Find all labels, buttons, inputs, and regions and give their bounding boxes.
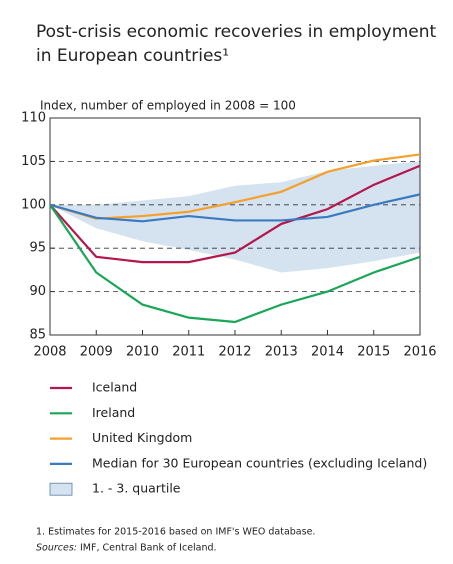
x-tick-label: 2016 [403, 345, 436, 360]
legend-label: Ireland [92, 405, 135, 420]
y-tick-label: 105 [21, 154, 46, 169]
sources-label: Sources: [36, 543, 77, 554]
footnote: 1. Estimates for 2015-2016 based on IMF'… [36, 527, 315, 538]
legend-label: Median for 30 European countries (exclud… [92, 455, 427, 470]
legend-label: United Kingdom [92, 430, 192, 445]
x-tick-label: 2014 [311, 345, 344, 360]
chart-title: in European countries¹ [36, 46, 229, 66]
legend-swatch [49, 482, 73, 496]
x-tick-label: 2009 [80, 345, 113, 360]
y-axis-label: Index, number of employed in 2008 = 100 [40, 99, 296, 113]
x-tick-label: 2008 [33, 345, 66, 360]
y-tick-label: 90 [29, 284, 46, 299]
x-tick-label: 2010 [126, 345, 159, 360]
y-tick-label: 100 [21, 197, 46, 212]
plot-frame [49, 117, 421, 336]
x-tick-label: 2015 [357, 345, 390, 360]
line [49, 153, 421, 220]
y-tick-label: 85 [29, 328, 46, 343]
x-tick-label: 2013 [265, 345, 298, 360]
chart-title: Post-crisis economic recoveries in emplo… [36, 22, 436, 42]
quartile-band [50, 161, 420, 273]
line [49, 204, 421, 324]
x-tick-label: 2012 [218, 345, 251, 360]
y-tick-label: 110 [21, 111, 46, 126]
line [49, 164, 421, 264]
sources: IMF, Central Bank of Iceland. [80, 543, 217, 554]
line [49, 193, 421, 223]
x-tick-label: 2011 [172, 345, 205, 360]
legend-label: 1. - 3. quartile [92, 481, 181, 496]
y-tick-label: 95 [29, 241, 46, 256]
legend-label: Iceland [92, 380, 137, 395]
